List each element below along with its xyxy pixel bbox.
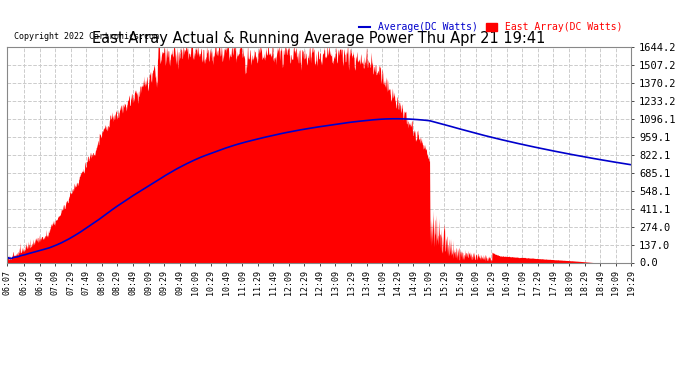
- Legend: Average(DC Watts), East Array(DC Watts): Average(DC Watts), East Array(DC Watts): [355, 18, 627, 36]
- Text: Copyright 2022 Cartronics.com: Copyright 2022 Cartronics.com: [14, 32, 159, 41]
- Title: East Array Actual & Running Average Power Thu Apr 21 19:41: East Array Actual & Running Average Powe…: [92, 31, 546, 46]
